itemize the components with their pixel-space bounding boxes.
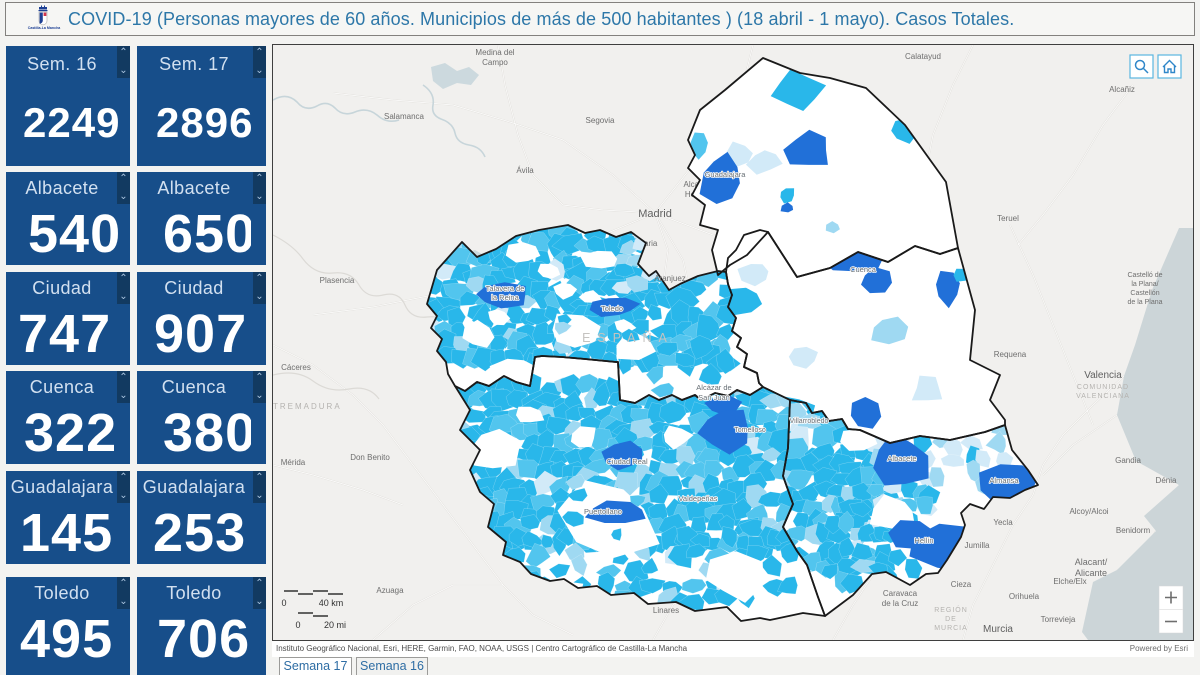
svg-text:Azuaga: Azuaga [376,586,404,595]
svg-text:Cáceres: Cáceres [281,363,311,372]
svg-text:Cuenca: Cuenca [850,265,877,274]
svg-text:Valencia: Valencia [1084,370,1122,381]
svg-text:Benidorm: Benidorm [1116,526,1151,535]
svg-text:Alcañiz: Alcañiz [1109,85,1135,94]
svg-text:de la Plana: de la Plana [1127,299,1162,306]
svg-text:MURCIA: MURCIA [934,625,968,632]
svg-text:Teruel: Teruel [997,214,1019,223]
svg-text:ESPAÑA: ESPAÑA [582,331,674,345]
svg-text:COMUNIDAD: COMUNIDAD [1077,384,1129,391]
svg-text:Madrid: Madrid [638,208,672,220]
svg-text:Calatayud: Calatayud [905,52,941,61]
svg-text:Gandia: Gandia [1115,456,1141,465]
svg-text:Alacant/: Alacant/ [1075,557,1108,567]
svg-text:Medina del: Medina del [475,48,514,57]
svg-text:Segovia: Segovia [586,116,615,125]
svg-text:Cieza: Cieza [951,580,972,589]
svg-text:Mérida: Mérida [281,458,306,467]
svg-text:40 km: 40 km [319,598,344,608]
svg-text:la Plana/: la Plana/ [1131,281,1158,288]
svg-text:DE: DE [945,616,957,623]
svg-text:EXTREMADURA: EXTREMADURA [273,402,342,411]
svg-text:de la Cruz: de la Cruz [882,599,918,608]
svg-text:Tomelloso: Tomelloso [734,427,766,434]
svg-text:Castellón: Castellón [1130,290,1159,297]
svg-text:Torrevieja: Torrevieja [1041,615,1076,624]
svg-text:Albacete: Albacete [887,454,916,463]
svg-text:VALENCIANA: VALENCIANA [1076,393,1130,400]
svg-text:Castelló de: Castelló de [1127,272,1162,279]
svg-text:San Juan: San Juan [698,393,730,402]
svg-text:Paria: Paria [639,239,658,248]
svg-text:Valdepeñas: Valdepeñas [678,494,717,503]
svg-text:Elche/Elx: Elche/Elx [1053,577,1086,586]
svg-text:Caravaca: Caravaca [883,589,918,598]
svg-text:Murcia: Murcia [983,624,1013,635]
svg-text:REGIÓN: REGIÓN [934,605,968,614]
svg-text:Linares: Linares [653,606,679,615]
svg-text:Campo: Campo [482,58,508,67]
svg-text:Puertollano: Puertollano [584,507,622,516]
svg-text:Hellín: Hellín [914,536,933,545]
svg-text:Yecla: Yecla [993,518,1013,527]
svg-text:0: 0 [281,598,286,608]
svg-text:Toledo: Toledo [601,304,623,313]
svg-text:Alcázar de: Alcázar de [696,383,731,392]
svg-text:Ávila: Ávila [516,166,534,175]
svg-text:Jumilla: Jumilla [965,541,990,550]
svg-text:Alicante: Alicante [1075,568,1107,578]
svg-text:Dénia: Dénia [1156,476,1177,485]
svg-text:Guadalajara: Guadalajara [705,170,747,179]
svg-text:Don Benito: Don Benito [350,453,390,462]
svg-text:Requena: Requena [994,350,1027,359]
svg-text:0: 0 [295,620,300,630]
svg-text:la Reina: la Reina [491,293,519,302]
svg-text:Ciudad Real: Ciudad Real [606,457,648,466]
svg-text:20 mi: 20 mi [324,620,346,630]
svg-text:Almansa: Almansa [989,476,1019,485]
svg-text:Alcoy/Alcoi: Alcoy/Alcoi [1069,507,1108,516]
svg-text:Orihuela: Orihuela [1009,592,1040,601]
svg-text:Plasencia: Plasencia [320,276,355,285]
svg-text:Talavera de: Talavera de [486,284,525,293]
svg-text:Villarrobledo: Villarrobledo [790,418,829,425]
svg-text:Aranjuez: Aranjuez [654,274,686,283]
svg-text:Salamanca: Salamanca [384,112,425,121]
